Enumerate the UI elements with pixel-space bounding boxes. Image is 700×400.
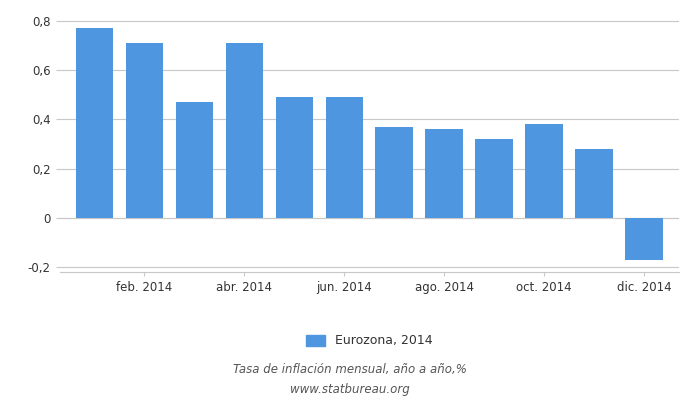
Bar	[225, 43, 263, 218]
Bar	[426, 129, 463, 218]
Bar	[526, 124, 563, 218]
Text: www.statbureau.org: www.statbureau.org	[290, 384, 410, 396]
Bar	[575, 149, 612, 218]
Bar	[176, 102, 213, 218]
Text: Tasa de inflación mensual, año a año,%: Tasa de inflación mensual, año a año,%	[233, 364, 467, 376]
Bar	[475, 139, 513, 218]
Bar	[76, 28, 113, 218]
Bar	[126, 43, 163, 218]
Legend: Eurozona, 2014: Eurozona, 2014	[301, 330, 438, 352]
Bar	[276, 97, 313, 218]
Bar	[625, 218, 663, 260]
Bar	[375, 127, 413, 218]
Bar	[326, 97, 363, 218]
